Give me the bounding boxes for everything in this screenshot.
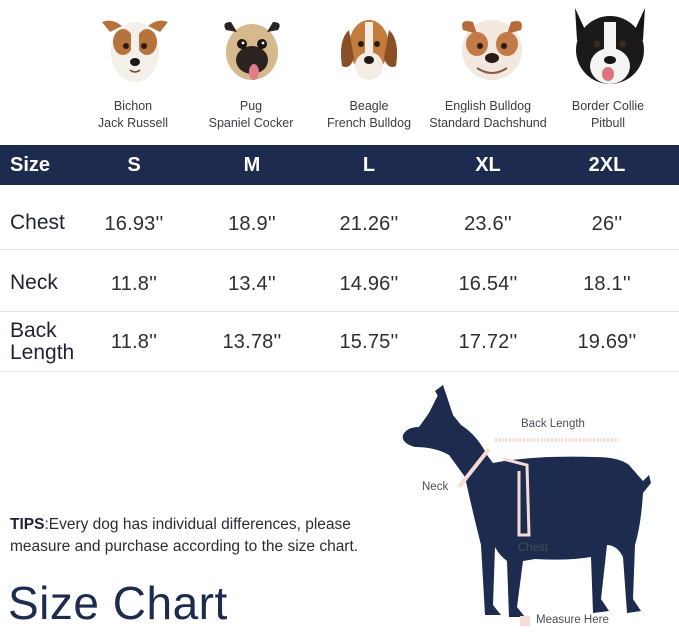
- tips-body: :Every dog has individual differences, p…: [10, 516, 359, 555]
- table-cell: 14.96'': [339, 273, 399, 295]
- breed-line: English Bulldog: [444, 99, 532, 113]
- table-row-back-length: Back Length 11.8'' 13.78'' 15.75'' 17.72…: [0, 312, 679, 372]
- header-size-l: L: [362, 154, 376, 176]
- measure-here-label: Measure Here: [536, 614, 609, 626]
- breed-line: Border Collie: [571, 99, 645, 113]
- breed-label: English Bulldog Standard Dachshund: [423, 98, 553, 132]
- breed-line: Standard Dachshund: [429, 116, 547, 130]
- table-cell: 13.78'': [222, 331, 282, 353]
- table-cell: 18.9'': [228, 213, 276, 235]
- table-cell: 17.72'': [458, 331, 518, 353]
- breed-line: Jack Russell: [97, 116, 169, 130]
- header-size-2xl: 2XL: [588, 154, 626, 176]
- table-cell: 26'': [591, 213, 623, 235]
- table-cell: 11.8'': [110, 273, 158, 295]
- breed-line: French Bulldog: [326, 116, 412, 130]
- row-label-line: Back: [10, 319, 57, 342]
- table-cell: 21.26'': [339, 213, 399, 235]
- english-bulldog-photo: [437, 0, 547, 92]
- neck-label: Neck: [422, 481, 449, 493]
- jack-russell-photo: [80, 0, 190, 92]
- tips-prefix: TIPS: [10, 516, 45, 533]
- back-length-label: Back Length: [521, 418, 585, 430]
- table-cell: 18.1'': [583, 273, 631, 295]
- size-table-header: Size S M L XL 2XL: [0, 145, 679, 185]
- table-cell: 16.54'': [458, 273, 518, 295]
- row-label: Chest: [10, 211, 65, 234]
- header-size-m: M: [243, 154, 261, 176]
- row-label: Neck: [10, 271, 58, 294]
- header-size-xl: XL: [475, 154, 501, 176]
- row-label-line: Length: [10, 341, 75, 364]
- dog-measurement-diagram: Back Length Neck Chest Measure Here: [395, 385, 679, 630]
- pug-photo: [197, 0, 307, 92]
- table-cell: 15.75'': [339, 331, 399, 353]
- table-cell: 23.6'': [464, 213, 512, 235]
- table-cell: 16.93'': [104, 213, 164, 235]
- breed-label: Pug Spaniel Cocker: [186, 98, 316, 132]
- breed-line: Beagle: [349, 99, 389, 113]
- table-row-chest: Chest 16.93'' 18.9'' 21.26'' 23.6'' 26'': [0, 186, 679, 250]
- table-cell: 13.4'': [228, 273, 276, 295]
- header-size-s: S: [127, 154, 141, 176]
- row-label: Back Length: [10, 320, 74, 364]
- header-size-label: Size: [10, 154, 51, 176]
- breed-label: Bichon Jack Russell: [68, 98, 198, 132]
- breed-line: Pug: [239, 99, 263, 113]
- chest-label: Chest: [518, 542, 549, 554]
- tips-text: TIPS:Every dog has individual difference…: [10, 514, 390, 558]
- breed-line: Bichon: [113, 99, 153, 113]
- border-collie-photo: [555, 0, 665, 92]
- breed-line: Pitbull: [590, 116, 626, 130]
- breed-line: Spaniel Cocker: [208, 116, 294, 130]
- dog-silhouette-icon: [402, 385, 651, 617]
- beagle-photo: [314, 0, 424, 92]
- table-cell: 19.69'': [577, 331, 637, 353]
- table-row-neck: Neck 11.8'' 13.4'' 14.96'' 16.54'' 18.1'…: [0, 250, 679, 312]
- breed-label: Border Collie Pitbull: [543, 98, 673, 132]
- breed-label: Beagle French Bulldog: [304, 98, 434, 132]
- measure-swatch: [520, 616, 530, 626]
- table-cell: 11.8'': [110, 331, 158, 353]
- page-title: Size Chart: [8, 577, 228, 629]
